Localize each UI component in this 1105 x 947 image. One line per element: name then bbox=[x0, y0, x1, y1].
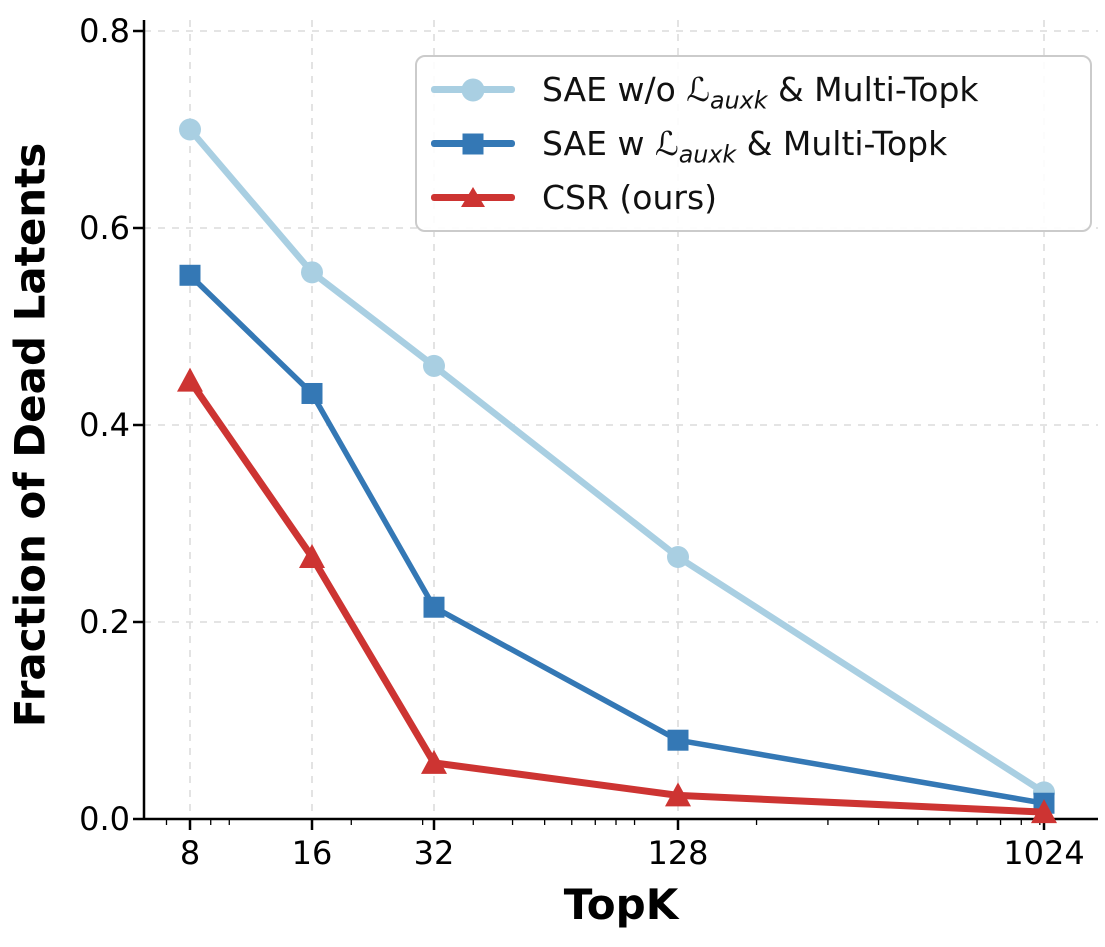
legend: SAE w/o ℒauxk & Multi-Topk SAE w ℒauxk &… bbox=[415, 55, 1092, 232]
data-point-circle bbox=[423, 354, 445, 377]
data-point-triangle bbox=[665, 782, 691, 807]
legend-item-label: CSR (ours) bbox=[542, 177, 718, 217]
data-point-square bbox=[667, 729, 689, 751]
legend-line-swatch bbox=[431, 133, 515, 154]
legend-item-sae-with-aux: SAE w ℒauxk & Multi-Topk bbox=[427, 117, 1080, 171]
legend-item-label: SAE w ℒauxk & Multi-Topk bbox=[542, 124, 948, 169]
data-point-circle bbox=[301, 261, 323, 284]
data-point-square bbox=[301, 382, 323, 404]
legend-item-sae-without-aux: SAE w/o ℒauxk & Multi-Topk bbox=[427, 63, 1080, 117]
square-marker-icon bbox=[462, 133, 484, 154]
y-tick-label: 0.2 bbox=[79, 603, 130, 641]
x-tick-label: 128 bbox=[647, 834, 708, 872]
series-line bbox=[187, 272, 1047, 806]
data-point-triangle bbox=[421, 749, 447, 774]
circle-marker-icon bbox=[461, 78, 485, 102]
x-tick-label: 1024 bbox=[1003, 834, 1084, 872]
data-point-square bbox=[423, 596, 445, 618]
legend-line-swatch bbox=[431, 187, 515, 208]
data-point-circle bbox=[667, 545, 689, 568]
data-point-square bbox=[179, 264, 201, 286]
legend-line-swatch bbox=[431, 78, 515, 102]
y-tick-label: 0.0 bbox=[79, 800, 130, 838]
x-tick-label: 32 bbox=[414, 834, 455, 872]
legend-item-label: SAE w/o ℒauxk & Multi-Topk bbox=[542, 70, 979, 115]
data-point-triangle bbox=[177, 367, 203, 392]
y-tick-label: 0.6 bbox=[79, 209, 130, 247]
data-point-circle bbox=[179, 118, 201, 141]
legend-item-csr: CSR (ours) bbox=[427, 170, 1080, 224]
data-point-triangle bbox=[1031, 799, 1057, 824]
y-tick-label: 0.4 bbox=[79, 406, 130, 444]
x-axis-title: TopK bbox=[563, 880, 679, 929]
series-line bbox=[186, 377, 1048, 816]
data-point-triangle bbox=[299, 543, 325, 568]
y-tick-label: 0.8 bbox=[79, 12, 130, 50]
triangle-marker-icon bbox=[461, 187, 485, 208]
x-tick-label: 8 bbox=[180, 834, 200, 872]
y-axis-title: Fraction of Dead Latents bbox=[5, 142, 55, 728]
x-tick-label: 16 bbox=[292, 834, 333, 872]
